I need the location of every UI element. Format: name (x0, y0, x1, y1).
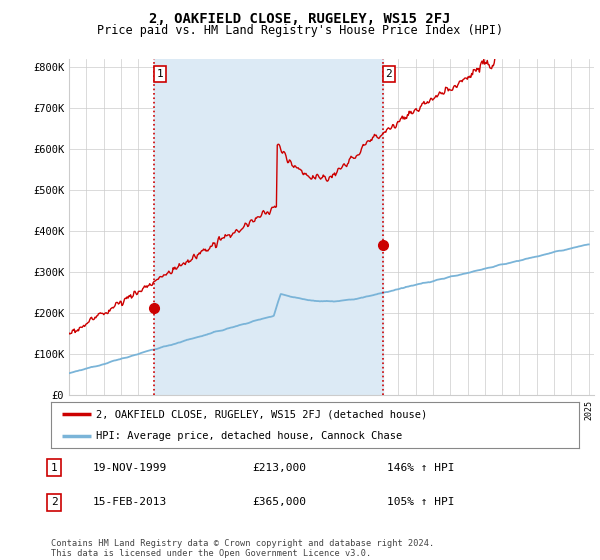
Text: 2, OAKFIELD CLOSE, RUGELEY, WS15 2FJ: 2, OAKFIELD CLOSE, RUGELEY, WS15 2FJ (149, 12, 451, 26)
Text: 146% ↑ HPI: 146% ↑ HPI (387, 463, 455, 473)
Text: 1: 1 (50, 463, 58, 473)
Text: 2: 2 (50, 497, 58, 507)
Text: 105% ↑ HPI: 105% ↑ HPI (387, 497, 455, 507)
Text: Price paid vs. HM Land Registry's House Price Index (HPI): Price paid vs. HM Land Registry's House … (97, 24, 503, 36)
Text: 2: 2 (386, 69, 392, 79)
Text: Contains HM Land Registry data © Crown copyright and database right 2024.
This d: Contains HM Land Registry data © Crown c… (51, 539, 434, 558)
Text: 2, OAKFIELD CLOSE, RUGELEY, WS15 2FJ (detached house): 2, OAKFIELD CLOSE, RUGELEY, WS15 2FJ (de… (96, 409, 427, 419)
Text: HPI: Average price, detached house, Cannock Chase: HPI: Average price, detached house, Cann… (96, 431, 402, 441)
Bar (154, 59, 383, 395)
Text: £213,000: £213,000 (252, 463, 306, 473)
Text: 1: 1 (157, 69, 163, 79)
Text: £365,000: £365,000 (252, 497, 306, 507)
Text: 15-FEB-2013: 15-FEB-2013 (93, 497, 167, 507)
Text: 19-NOV-1999: 19-NOV-1999 (93, 463, 167, 473)
